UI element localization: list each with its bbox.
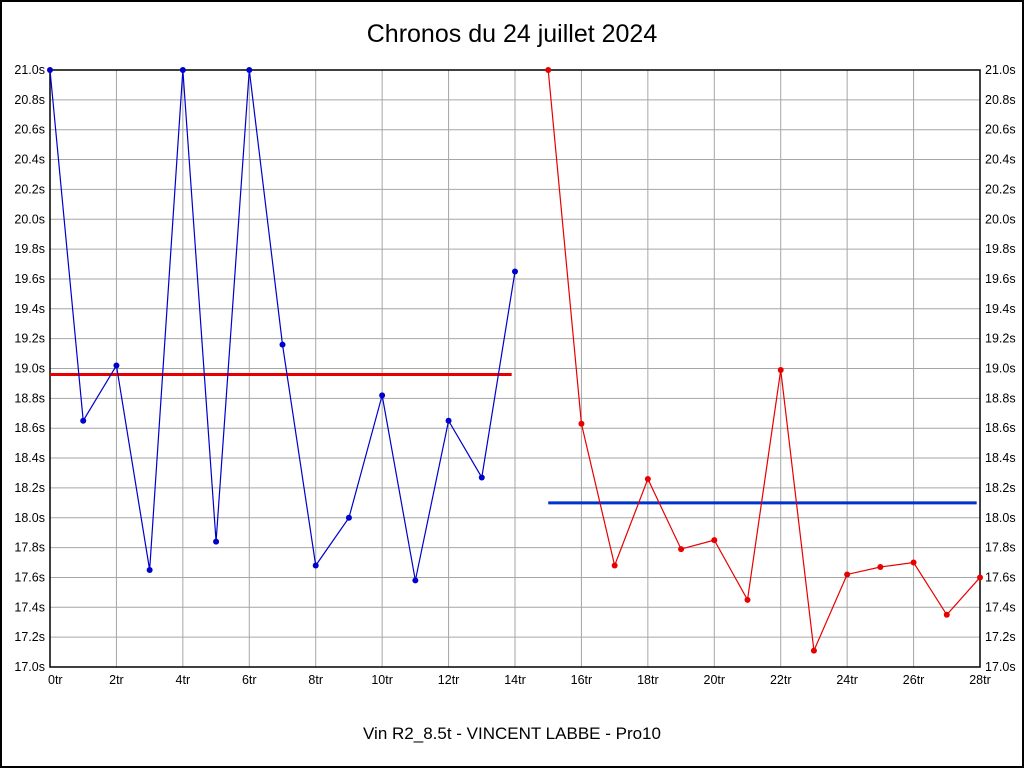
x-tick-label: 20tr — [704, 673, 726, 687]
chronos-tours-15-28-marker — [744, 596, 751, 603]
chronos-tours-15-28-line — [547, 69, 981, 653]
chronos-tours-15-28-marker — [943, 611, 950, 618]
chronos-tours-15-28-marker — [678, 546, 685, 553]
chronos-tours-0-14-marker — [412, 577, 419, 584]
chronos-tours-0-14-marker — [478, 474, 485, 481]
y-tick-label-left: 17.0s — [14, 660, 45, 674]
y-tick-label-right: 18.4s — [985, 451, 1016, 465]
y-tick-label-right: 17.6s — [985, 570, 1016, 584]
x-tick-label: 8tr — [308, 673, 323, 687]
y-tick-label-left: 19.8s — [14, 242, 45, 256]
y-tick-label-left: 17.2s — [14, 630, 45, 644]
chronos-tours-15-28-marker — [777, 366, 784, 373]
y-tick-label-right: 20.4s — [985, 153, 1016, 167]
y-tick-label-left: 21.0s — [14, 63, 45, 77]
x-tick-label: 22tr — [770, 673, 792, 687]
y-tick-label-left: 17.4s — [14, 600, 45, 614]
x-tick-label: 12tr — [438, 673, 460, 687]
chronos-tours-15-28-marker — [644, 475, 651, 482]
chronos-tours-15-28-marker — [977, 574, 983, 581]
y-tick-label-left: 19.4s — [14, 302, 45, 316]
y-tick-label-left: 18.4s — [14, 451, 45, 465]
x-tick-label: 26tr — [903, 673, 925, 687]
y-tick-label-left: 20.4s — [14, 153, 45, 167]
y-tick-label-right: 20.2s — [985, 182, 1016, 196]
chronos-tours-0-14-marker — [213, 538, 220, 545]
x-tick-label: 10tr — [371, 673, 393, 687]
y-tick-label-left: 17.8s — [14, 541, 45, 555]
y-tick-label-left: 18.2s — [14, 481, 45, 495]
y-tick-label-right: 18.2s — [985, 481, 1016, 495]
y-tick-label-left: 18.8s — [14, 391, 45, 405]
y-tick-label-left: 20.0s — [14, 212, 45, 226]
y-tick-label-right: 20.8s — [985, 93, 1016, 107]
x-tick-label: 2tr — [109, 673, 124, 687]
y-tick-label-left: 20.8s — [14, 93, 45, 107]
y-tick-label-right: 20.0s — [985, 212, 1016, 226]
y-tick-label-right: 20.6s — [985, 123, 1016, 137]
y-tick-label-right: 19.2s — [985, 332, 1016, 346]
chronos-tours-0-14-marker — [312, 562, 319, 569]
x-tick-label: 14tr — [504, 673, 526, 687]
y-tick-label-right: 17.4s — [985, 600, 1016, 614]
chronos-tours-15-28-marker — [910, 559, 917, 566]
y-tick-label-right: 18.8s — [985, 391, 1016, 405]
chronos-tours-0-14-marker — [279, 341, 286, 348]
y-tick-label-right: 21.0s — [985, 63, 1016, 77]
chronos-tours-0-14-marker — [113, 362, 120, 369]
y-tick-label-right: 19.0s — [985, 362, 1016, 376]
chronos-tours-0-14-line — [49, 69, 516, 581]
x-tick-label: 0tr — [48, 673, 63, 687]
y-tick-label-left: 19.2s — [14, 332, 45, 346]
x-tick-label: 16tr — [571, 673, 593, 687]
y-tick-label-right: 18.0s — [985, 511, 1016, 525]
chronos-tours-15-28-marker — [711, 537, 718, 544]
y-tick-label-right: 18.6s — [985, 421, 1016, 435]
y-tick-label-left: 19.6s — [14, 272, 45, 286]
y-tick-label-left: 18.6s — [14, 421, 45, 435]
chronos-tours-15-28-marker — [810, 647, 817, 654]
x-tick-label: 28tr — [969, 673, 991, 687]
chronos-tours-0-14-marker — [445, 417, 452, 424]
chronos-tours-0-14-marker — [246, 67, 253, 73]
plot-border — [49, 69, 981, 668]
chronos-tours-0-14-marker — [146, 566, 153, 573]
y-tick-label-left: 20.2s — [14, 182, 45, 196]
y-tick-label-right: 19.6s — [985, 272, 1016, 286]
x-tick-label: 4tr — [176, 673, 191, 687]
x-tick-label: 6tr — [242, 673, 257, 687]
y-tick-label-right: 17.0s — [985, 660, 1016, 674]
chronos-tours-15-28-marker — [578, 420, 585, 427]
chart-title: Chronos du 24 juillet 2024 — [366, 20, 658, 48]
y-tick-label-left: 18.0s — [14, 511, 45, 525]
y-tick-label-left: 20.6s — [14, 123, 45, 137]
x-tick-label: 18tr — [637, 673, 659, 687]
chronos-tours-15-28-marker — [844, 571, 851, 578]
chronos-tours-15-28-marker — [877, 564, 884, 571]
chronos-tours-0-14-marker — [512, 268, 518, 275]
chronos-tours-0-14-marker — [179, 67, 186, 73]
y-tick-label-right: 17.8s — [985, 541, 1016, 555]
y-tick-label-left: 17.6s — [14, 570, 45, 584]
y-tick-label-right: 19.4s — [985, 302, 1016, 316]
y-tick-label-right: 19.8s — [985, 242, 1016, 256]
chronos-tours-0-14-marker — [379, 392, 386, 399]
chart-caption: Vin R2_8.5t - VINCENT LABBE - Pro10 — [363, 724, 661, 743]
chronos-tours-0-14-marker — [345, 514, 352, 521]
y-tick-label-right: 17.2s — [985, 630, 1016, 644]
chronos-tours-0-14-marker — [47, 67, 53, 73]
x-tick-label: 24tr — [836, 673, 858, 687]
chronos-tours-15-28-marker — [611, 562, 618, 569]
y-tick-label-left: 19.0s — [14, 362, 45, 376]
chronos-tours-0-14-marker — [80, 417, 87, 424]
chronos-tours-15-28-marker — [545, 67, 552, 73]
